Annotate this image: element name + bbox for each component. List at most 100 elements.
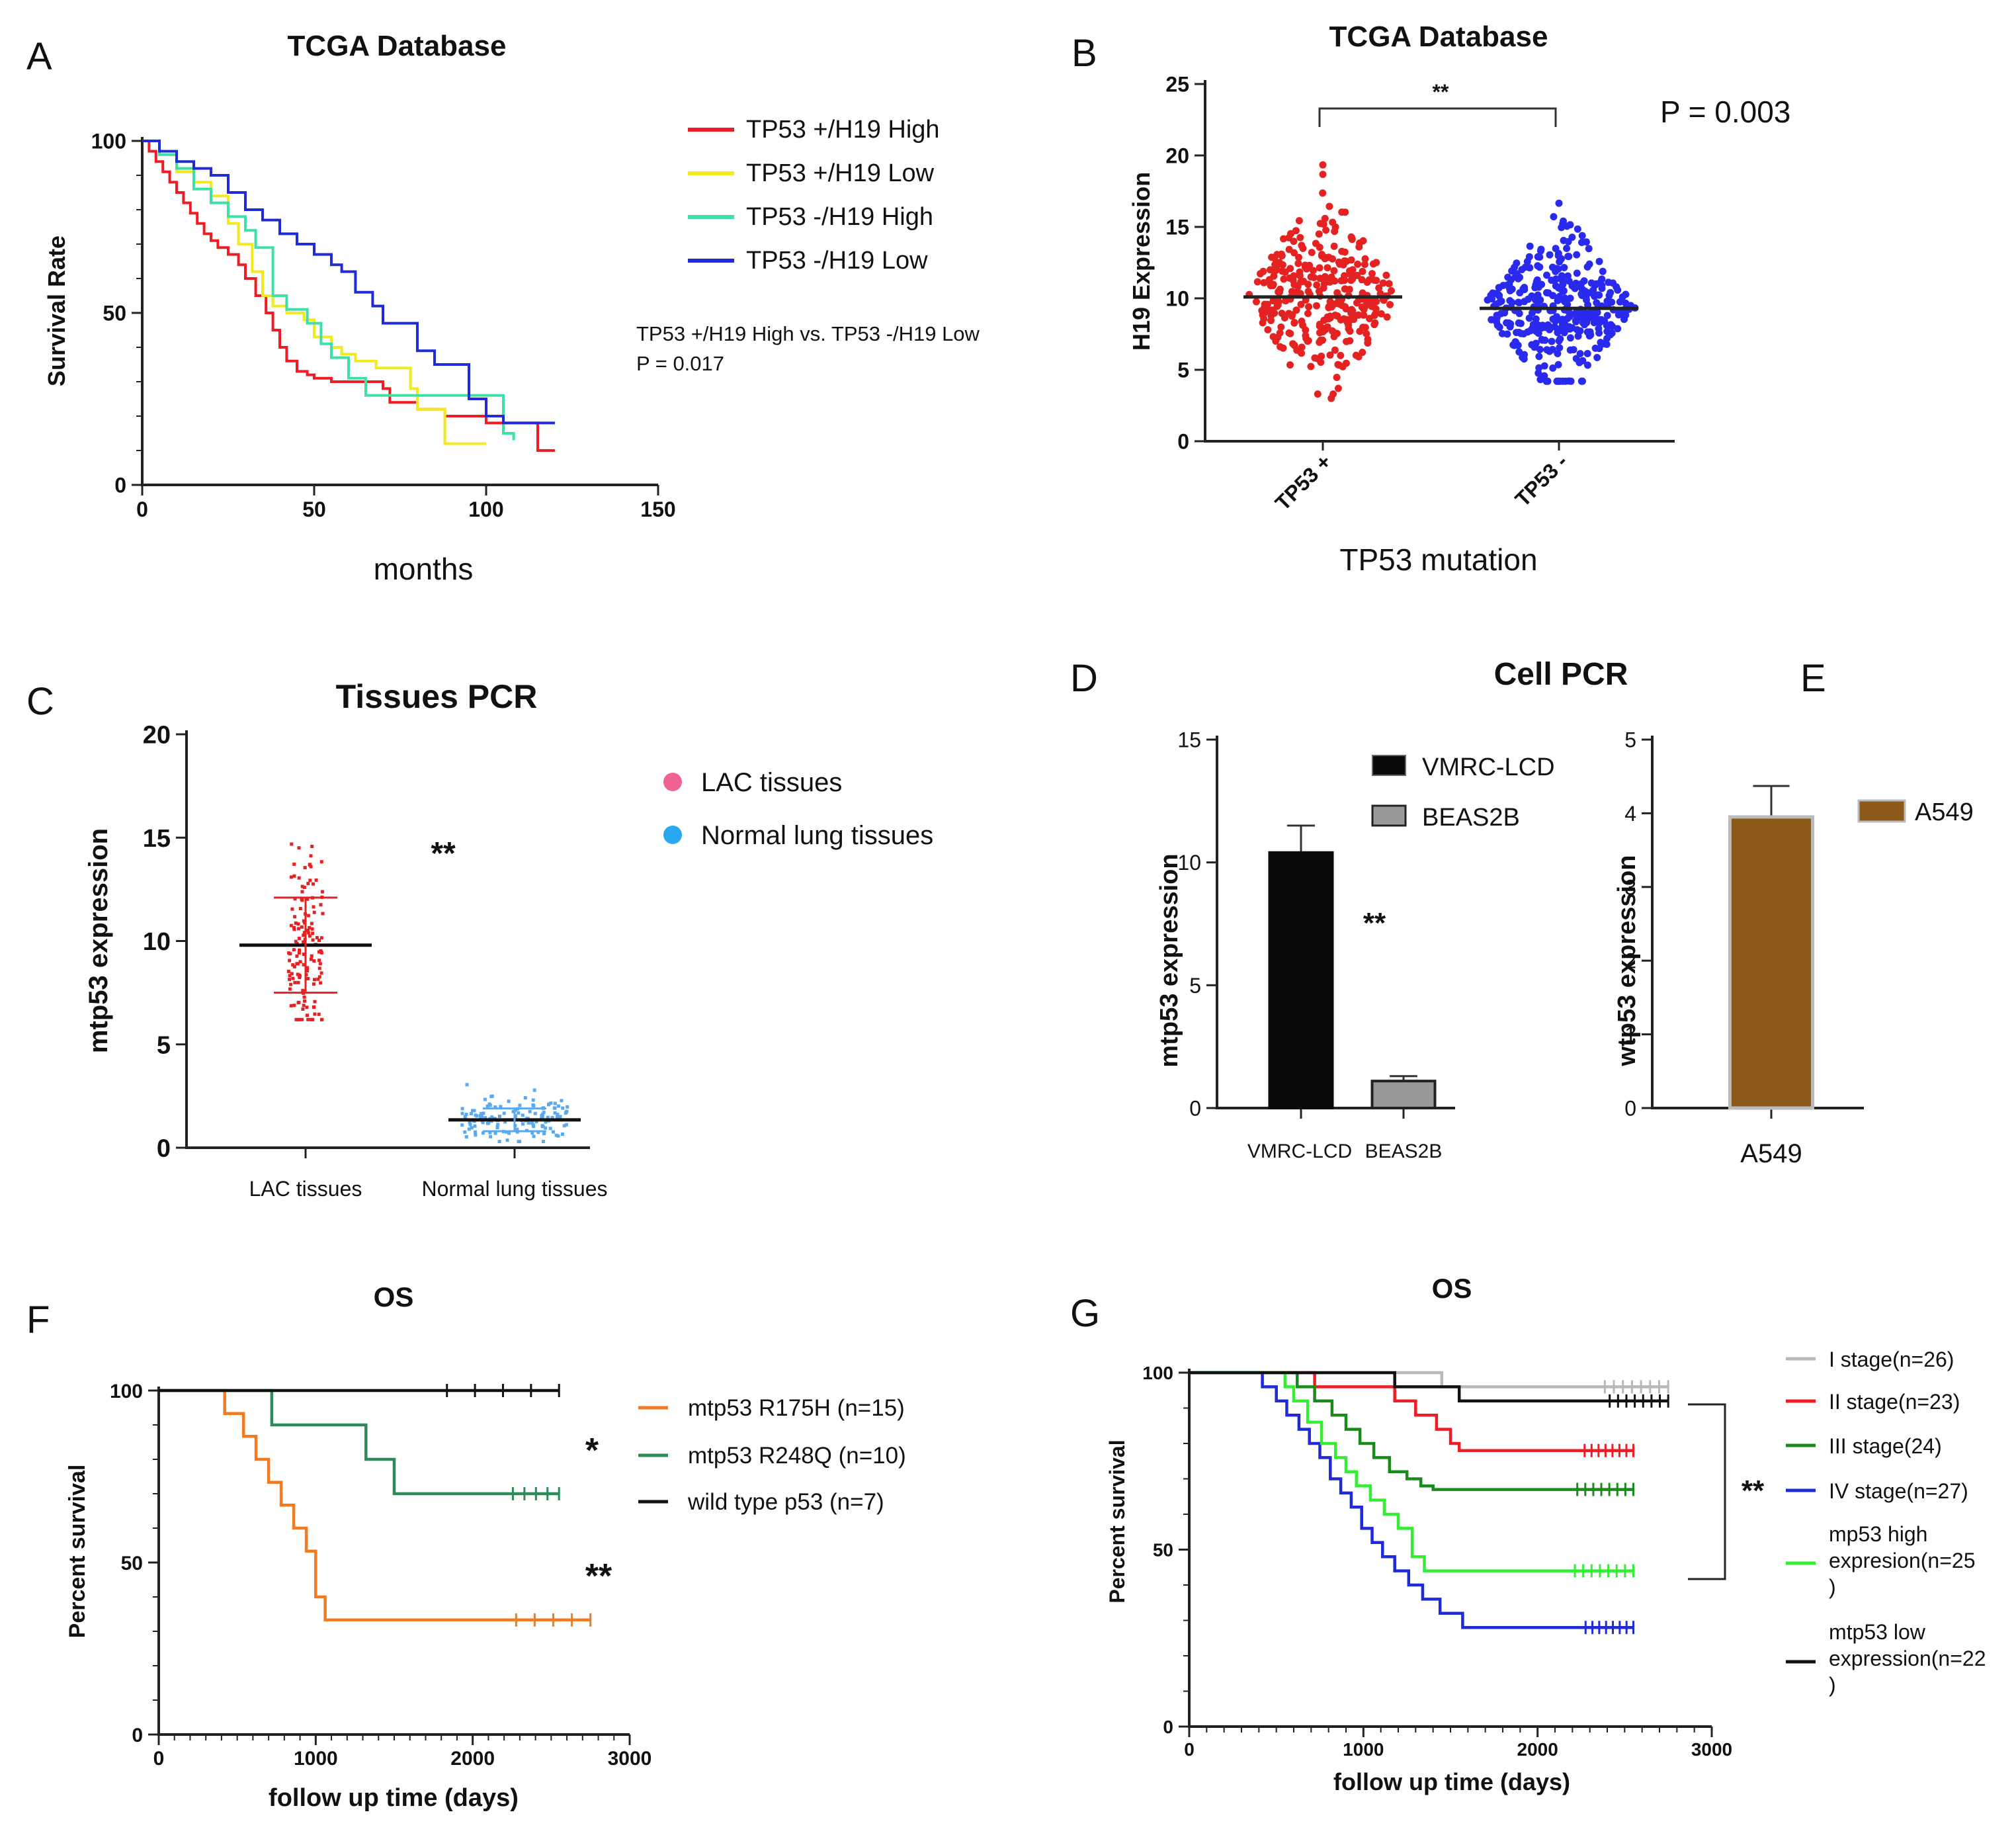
data-point <box>1552 267 1560 275</box>
data-point <box>1607 331 1614 339</box>
data-point <box>1368 270 1376 278</box>
data-point <box>1377 310 1385 318</box>
data-point <box>1591 313 1599 321</box>
data-point <box>490 1115 494 1119</box>
data-point <box>547 1103 550 1107</box>
data-point <box>1525 253 1533 261</box>
panel-c-points <box>239 842 581 1144</box>
data-point <box>1536 253 1544 261</box>
data-point <box>297 937 301 941</box>
data-point <box>1308 249 1316 257</box>
data-point <box>312 905 315 909</box>
y-tick-label: 0 <box>1624 1097 1636 1121</box>
data-point <box>488 1131 492 1135</box>
data-point <box>1330 242 1338 250</box>
panel-g-bracket <box>1688 1403 1726 1580</box>
data-point <box>1372 259 1380 267</box>
data-point <box>472 1109 476 1113</box>
data-point <box>302 989 306 993</box>
km-curve <box>1189 1371 1634 1629</box>
data-point <box>481 1131 485 1135</box>
data-point <box>483 1116 487 1120</box>
data-point <box>1541 336 1549 344</box>
data-point <box>1292 227 1300 235</box>
data-point <box>1379 279 1387 287</box>
data-point <box>1292 306 1300 314</box>
data-point <box>540 1125 544 1128</box>
data-point <box>1383 313 1391 321</box>
data-point <box>1353 299 1361 307</box>
data-point <box>297 876 301 880</box>
legend-label: LAC tissues <box>701 768 842 797</box>
panel-d-ylabel: mtp53 expression <box>1155 853 1183 1067</box>
legend-label: mtp53 R248Q (n=10) <box>688 1443 906 1469</box>
panel-c: C Tissues PCR mtp53 expression LAC tissu… <box>26 678 933 1201</box>
legend-label-wrapped: mp53 high expresion(n=25) <box>1829 1522 1975 1599</box>
data-point <box>312 959 316 963</box>
data-point <box>1278 310 1286 318</box>
data-point <box>1295 217 1303 225</box>
data-point <box>1363 330 1370 337</box>
data-point <box>302 963 306 966</box>
data-point <box>1388 287 1395 294</box>
data-point <box>1580 277 1588 285</box>
data-point <box>1334 361 1342 368</box>
data-point <box>319 981 323 985</box>
data-point <box>300 925 304 929</box>
data-point <box>1347 233 1355 241</box>
data-point <box>1317 336 1325 344</box>
data-point <box>526 1121 530 1125</box>
km-curve <box>142 140 486 445</box>
data-point <box>315 936 319 939</box>
panel-c-title: Tissues PCR <box>336 678 538 715</box>
y-tick-label: 0 <box>114 474 126 497</box>
data-point <box>521 1122 525 1126</box>
data-point <box>1536 247 1544 255</box>
data-point <box>1506 297 1514 304</box>
panel-f-legend: mtp53 R175H (n=15) mtp53 R248Q (n=10) wi… <box>638 1395 906 1515</box>
data-point <box>1603 341 1611 348</box>
panel-f-title: OS <box>374 1281 414 1312</box>
data-point <box>1280 275 1288 283</box>
data-point <box>1534 262 1542 270</box>
data-point <box>560 1099 564 1103</box>
data-point <box>1603 312 1611 320</box>
data-point <box>292 874 296 878</box>
data-point <box>1578 232 1586 239</box>
data-point <box>487 1102 491 1106</box>
panel-f: F OS Percent survival follow up time (da… <box>26 1281 906 1812</box>
panel-b-axes: 0 5 10 15 20 25 <box>1165 73 1675 454</box>
data-point <box>483 1097 487 1101</box>
data-point <box>1559 320 1567 327</box>
data-point <box>480 1115 483 1119</box>
data-point <box>1358 303 1366 311</box>
panel-a-xlabel: months <box>374 552 474 586</box>
data-point <box>1361 255 1369 263</box>
data-point <box>1271 261 1279 269</box>
data-point <box>562 1124 566 1128</box>
data-point <box>294 939 298 943</box>
data-point <box>1536 345 1544 353</box>
data-point <box>295 954 299 958</box>
data-point <box>1559 377 1567 385</box>
data-point <box>465 1083 469 1087</box>
data-point <box>311 931 315 935</box>
data-point <box>468 1121 472 1125</box>
panel-a-curves <box>142 140 555 452</box>
data-point <box>505 1138 509 1142</box>
data-point <box>1515 310 1523 318</box>
data-point <box>1553 313 1560 321</box>
data-point <box>310 954 314 958</box>
data-point <box>317 959 321 963</box>
x-tick-label: 3000 <box>1691 1739 1732 1760</box>
data-point <box>1603 321 1611 329</box>
panel-b-title: TCGA Database <box>1329 21 1548 53</box>
data-point <box>290 842 294 846</box>
data-point <box>1341 248 1349 256</box>
y-tick-label: 0 <box>1189 1097 1201 1121</box>
data-point <box>303 999 306 1003</box>
data-point <box>523 1096 527 1100</box>
panel-b-tick-tp53-pos: TP53 + <box>1271 449 1336 515</box>
data-point <box>1319 189 1327 197</box>
data-point <box>549 1101 553 1105</box>
